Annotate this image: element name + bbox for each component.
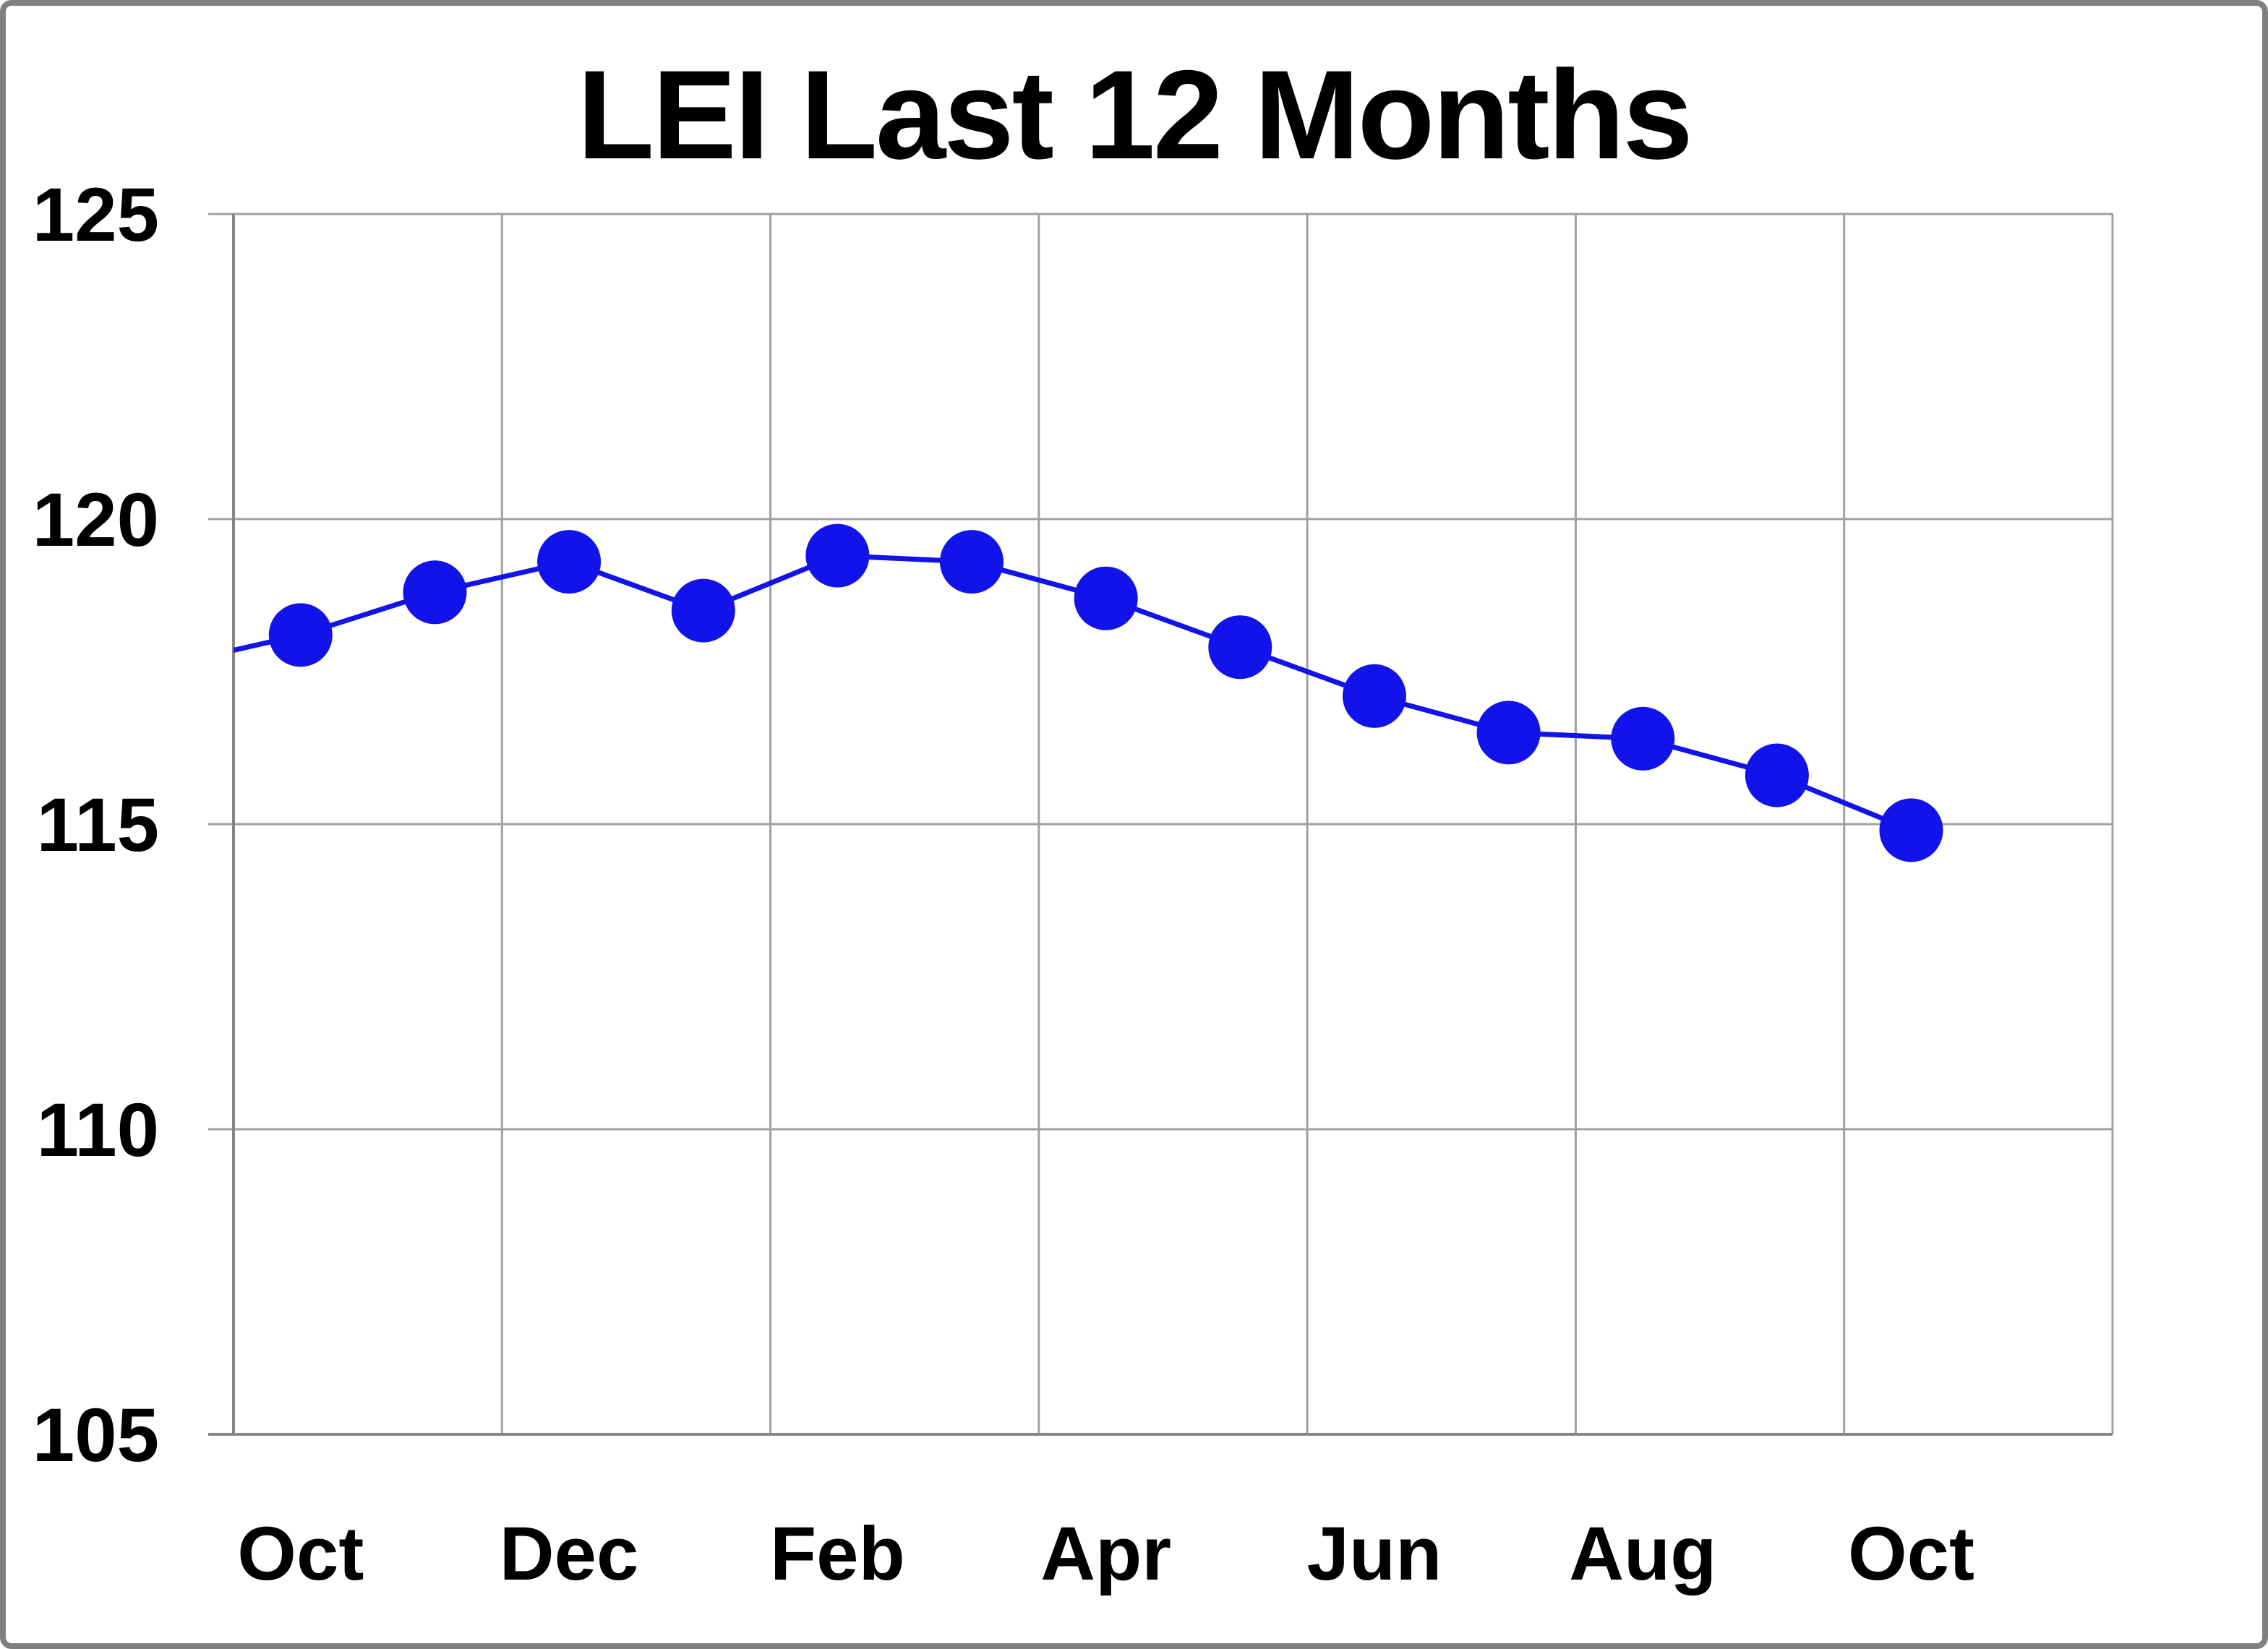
x-tick-label-1-Dec: Dec — [500, 1512, 639, 1596]
data-point-9-Jul — [1476, 701, 1541, 765]
data-point-4-Feb — [805, 523, 870, 588]
data-point-11-Sep — [1745, 743, 1809, 808]
x-tick-label-5-Aug: Aug — [1569, 1512, 1716, 1596]
data-point-2-Dec — [537, 530, 602, 594]
data-point-7-May — [1208, 615, 1272, 680]
x-tick-label-3-Apr: Apr — [1040, 1512, 1171, 1596]
data-point-0-Oct — [268, 603, 333, 667]
x-tick-label-2-Feb: Feb — [770, 1512, 905, 1596]
data-point-10-Aug — [1611, 706, 1675, 771]
y-tick-label-110: 110 — [37, 1088, 159, 1173]
data-point-8-Jun — [1343, 664, 1406, 728]
x-tick-label-0-Oct: Oct — [237, 1512, 364, 1596]
data-point-3-Jan — [671, 578, 735, 643]
y-tick-label-115: 115 — [37, 783, 159, 868]
y-tick-label-125: 125 — [33, 173, 159, 257]
y-tick-label-120: 120 — [33, 478, 159, 562]
data-point-6-Apr — [1074, 566, 1138, 630]
x-tick-label-6-Oct: Oct — [1848, 1512, 1974, 1596]
x-tick-label-4-Jun: Jun — [1307, 1512, 1442, 1596]
data-point-5-Mar — [940, 530, 1004, 594]
y-tick-label-105: 105 — [33, 1393, 159, 1478]
data-point-1-Nov — [403, 560, 467, 625]
chart-title: LEI Last 12 Months — [577, 45, 1693, 186]
data-point-12-Oct — [1879, 798, 1943, 862]
